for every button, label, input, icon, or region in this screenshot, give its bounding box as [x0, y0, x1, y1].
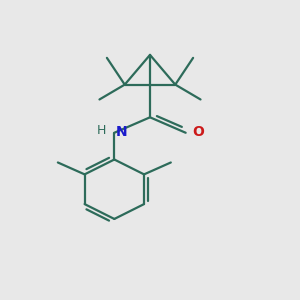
- Text: H: H: [97, 124, 106, 137]
- Text: N: N: [116, 125, 127, 139]
- Text: O: O: [192, 125, 204, 139]
